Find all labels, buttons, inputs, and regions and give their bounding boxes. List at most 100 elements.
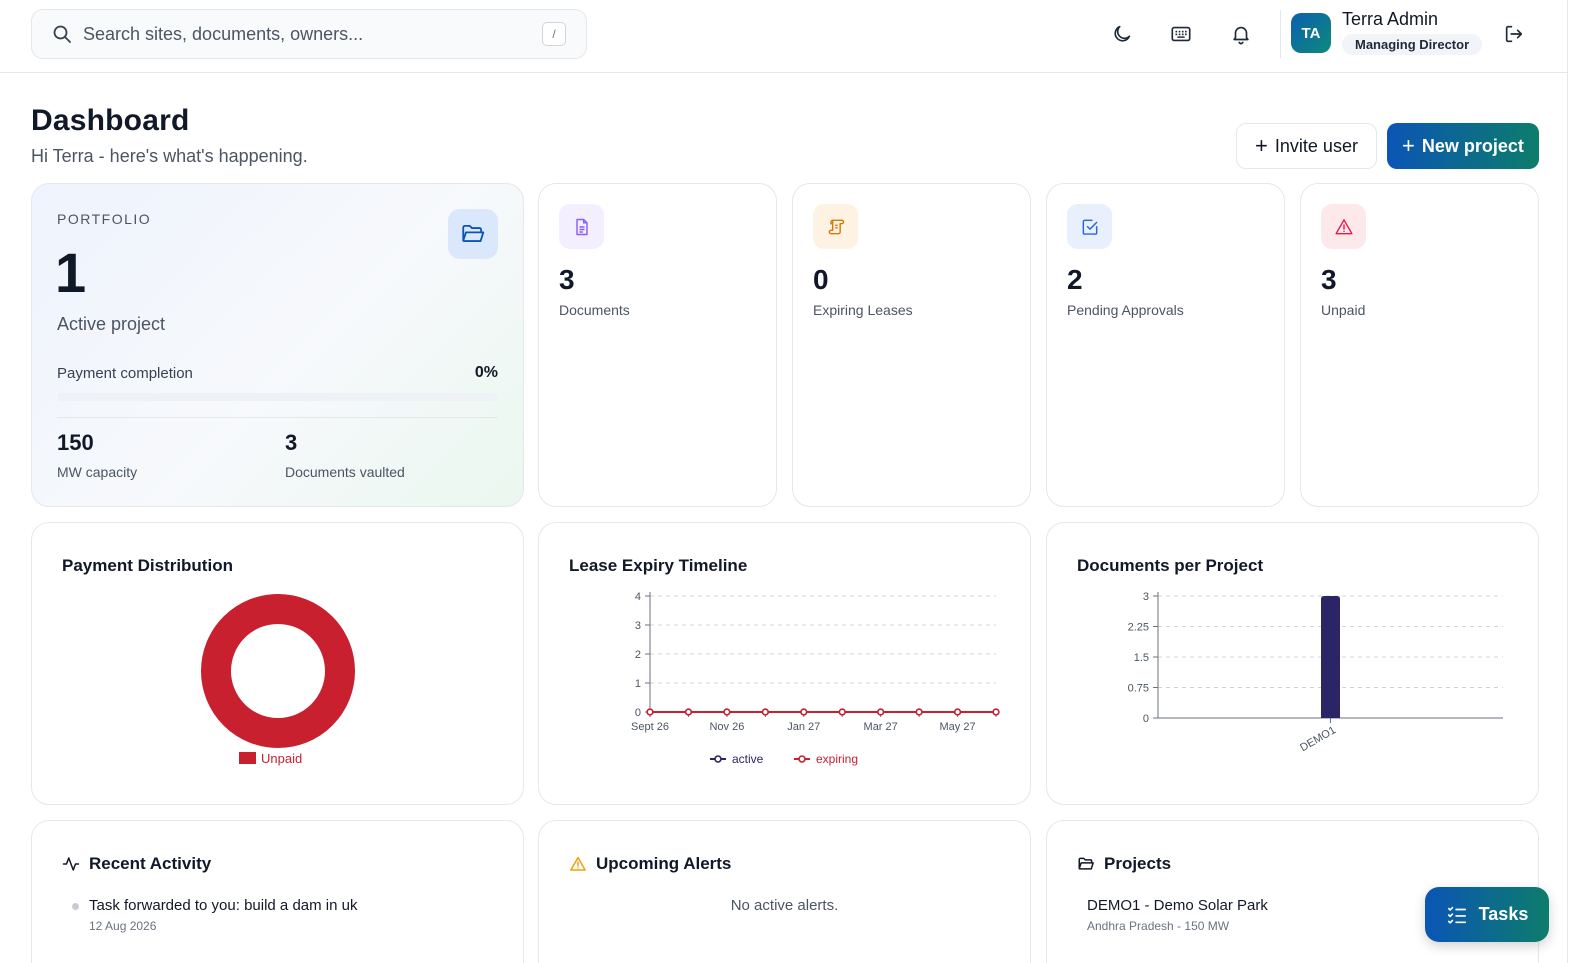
documents-per-project-card: Documents per Project 0 0.75 1.5 2.25 3 DEMO1 xyxy=(1046,522,1539,805)
activity-icon xyxy=(62,855,80,873)
y-tick-label: 2 xyxy=(635,649,641,661)
y-tick-label: 1 xyxy=(635,678,641,690)
legend-swatch xyxy=(239,752,256,764)
bell-icon[interactable] xyxy=(1229,22,1253,46)
stat-label: Expiring Leases xyxy=(813,302,913,318)
portfolio-label: PORTFOLIO xyxy=(57,211,152,227)
folder-open-icon xyxy=(448,209,498,259)
portfolio-divider xyxy=(57,417,498,418)
no-alerts-message: No active alerts. xyxy=(730,897,839,914)
data-point-expiring xyxy=(915,708,923,716)
x-tick-label: DEMO1 xyxy=(1298,724,1338,754)
stat-value: 2 xyxy=(1067,264,1083,295)
pie-slice xyxy=(201,594,355,748)
data-point-expiring xyxy=(800,708,808,716)
data-point-expiring xyxy=(684,708,693,716)
task-list-icon xyxy=(1446,904,1468,926)
tasks-button[interactable]: Tasks xyxy=(1425,887,1549,942)
projects-title: Projects xyxy=(1077,854,1171,874)
project-item-name[interactable]: DEMO1 - Demo Solar Park xyxy=(1087,897,1268,914)
scroll-icon xyxy=(813,204,858,249)
user-role-badge: Managing Director xyxy=(1342,34,1483,55)
moon-icon[interactable] xyxy=(1110,22,1134,46)
search-icon xyxy=(52,24,72,44)
upcoming-alerts-title: Upcoming Alerts xyxy=(569,854,731,874)
document-icon xyxy=(559,204,604,249)
payment-progress-bar xyxy=(57,393,498,401)
search-shortcut-hint: / xyxy=(542,22,566,46)
avatar[interactable]: TA xyxy=(1291,13,1331,53)
bar xyxy=(1321,596,1340,718)
data-point-expiring xyxy=(992,708,1000,716)
legend-label: expiring xyxy=(816,752,858,766)
chart-title: Lease Expiry Timeline xyxy=(569,556,748,575)
user-name: Terra Admin xyxy=(1342,9,1439,29)
search-input[interactable]: Search sites, documents, owners... / xyxy=(31,9,587,59)
new-project-button[interactable]: + New project xyxy=(1387,123,1539,169)
stat-label: Documents xyxy=(559,302,630,318)
y-tick-label: 4 xyxy=(635,591,641,603)
data-point-expiring xyxy=(761,708,769,716)
legend-label: active xyxy=(732,752,764,766)
data-point-expiring xyxy=(838,708,846,716)
stat-value: 0 xyxy=(813,264,829,295)
lease-expiry-card: Lease Expiry Timeline 0 1 2 3 4 Sept 26 Nov 26… xyxy=(538,522,1031,805)
y-tick-label: 0 xyxy=(635,707,641,719)
activity-item-text[interactable]: Task forwarded to you: build a dam in uk xyxy=(89,897,358,914)
payment-completion-label: Payment completion xyxy=(57,365,193,382)
new-project-label: New project xyxy=(1421,135,1524,156)
invite-user-button[interactable]: + Invite user xyxy=(1236,123,1377,169)
search-placeholder: Search sites, documents, owners... xyxy=(83,23,364,44)
check-square-icon xyxy=(1067,204,1112,249)
active-project-count: 1 xyxy=(55,241,87,304)
stat-label: Pending Approvals xyxy=(1067,302,1184,318)
keyboard-icon[interactable] xyxy=(1169,22,1193,46)
page-subtitle: Hi Terra - here's what's happening. xyxy=(31,146,308,166)
chart-title: Payment Distribution xyxy=(62,556,233,575)
y-tick-label: 3 xyxy=(635,620,641,632)
documents-per-project-chart: 0 0.75 1.5 2.25 3 DEMO1 xyxy=(1128,591,1503,754)
x-tick-label: Nov 26 xyxy=(709,721,744,733)
legend-marker xyxy=(798,755,806,763)
documents-vaulted-value: 3 xyxy=(285,430,298,455)
project-item-meta: Andhra Pradesh - 150 MW xyxy=(1087,919,1230,933)
x-tick-label: May 27 xyxy=(940,721,976,733)
stat-label: Unpaid xyxy=(1321,302,1366,318)
x-tick-label: Jan 27 xyxy=(787,721,820,733)
upcoming-alerts-card: Upcoming Alerts No active alerts. xyxy=(538,820,1031,963)
payment-completion-value: 0% xyxy=(474,364,498,381)
stat-card-unpaid[interactable]: 3 Unpaid xyxy=(1300,183,1539,507)
legend-marker xyxy=(714,755,722,763)
documents-vaulted-label: Documents vaulted xyxy=(285,464,405,480)
activity-item-date: 12 Aug 2026 xyxy=(89,919,157,933)
logout-icon[interactable] xyxy=(1502,22,1526,46)
recent-activity-card: Recent Activity Task forwarded to you: b… xyxy=(31,820,524,963)
capacity-value: 150 xyxy=(57,430,94,455)
lease-expiry-chart: 0 1 2 3 4 Sept 26 Nov 26 Jan 27 Mar 27 May 27 acti… xyxy=(631,591,1000,766)
stat-value: 3 xyxy=(559,264,575,295)
stat-card-pending-approvals[interactable]: 2 Pending Approvals xyxy=(1046,183,1285,507)
warning-icon xyxy=(1321,204,1366,249)
projects-label: Projects xyxy=(1104,854,1172,873)
active-project-label: Active project xyxy=(57,314,166,334)
payment-distribution-card: Payment Distribution Unpaid xyxy=(31,522,524,805)
stat-card-documents[interactable]: 3 Documents xyxy=(538,183,777,507)
capacity-label: MW capacity xyxy=(57,464,138,480)
recent-activity-label: Recent Activity xyxy=(89,854,212,873)
data-point-expiring xyxy=(646,708,654,716)
x-tick-label: Sept 26 xyxy=(631,721,669,733)
invite-user-label: Invite user xyxy=(1274,135,1358,156)
stat-value: 3 xyxy=(1321,264,1337,295)
folder-open-icon xyxy=(1077,855,1095,873)
y-tick-label: 0 xyxy=(1143,713,1149,725)
page-title: Dashboard xyxy=(31,104,190,137)
data-point-expiring xyxy=(877,708,885,716)
x-tick-label: Mar 27 xyxy=(864,721,898,733)
warning-icon xyxy=(569,855,587,873)
y-tick-label: 2.25 xyxy=(1128,622,1149,634)
stat-card-expiring-leases[interactable]: 0 Expiring Leases xyxy=(792,183,1031,507)
plus-icon: + xyxy=(1402,133,1415,158)
data-point-expiring xyxy=(723,708,731,716)
y-tick-label: 1.5 xyxy=(1134,652,1149,664)
